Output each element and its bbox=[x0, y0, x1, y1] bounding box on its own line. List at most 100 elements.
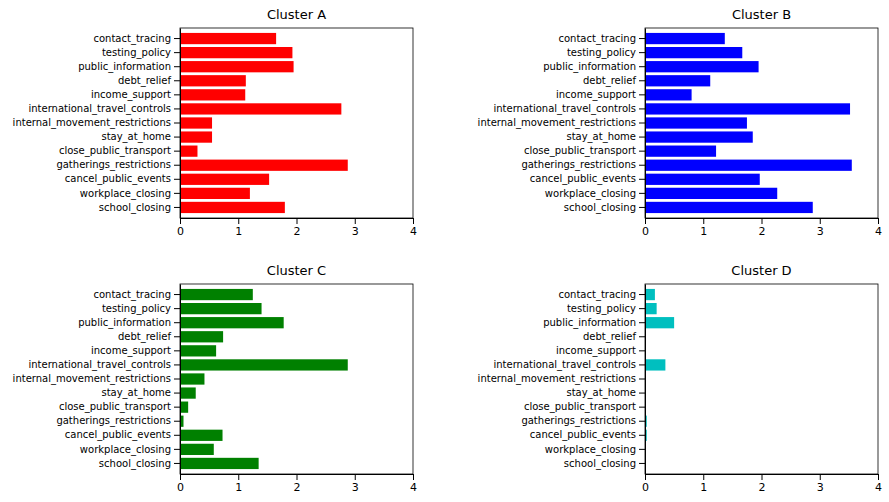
tick-label: cancel_public_events bbox=[65, 429, 171, 441]
tick-mark bbox=[639, 137, 645, 138]
tick-label: gatherings_restrictions bbox=[521, 159, 636, 171]
tick-label: 4 bbox=[875, 481, 882, 494]
tick-label: close_public_transport bbox=[524, 401, 636, 413]
tick-label: internal_movement_restrictions bbox=[478, 117, 636, 129]
tick-mark bbox=[820, 474, 821, 480]
tick: testing_policy bbox=[567, 303, 645, 315]
tick: international_travel_controls bbox=[493, 359, 645, 371]
tick: international_travel_controls bbox=[493, 103, 645, 115]
x-axis: 01234 bbox=[177, 218, 417, 238]
tick: 1 bbox=[700, 474, 707, 494]
tick-mark bbox=[174, 38, 180, 39]
tick-label: 1 bbox=[235, 481, 242, 494]
tick: 3 bbox=[352, 218, 359, 238]
tick-mark bbox=[639, 207, 645, 208]
bar bbox=[645, 146, 716, 157]
y-axis: contact_tracingtesting_policypublic_info… bbox=[13, 29, 181, 219]
tick-label: gatherings_restrictions bbox=[521, 415, 636, 427]
frame bbox=[180, 28, 413, 218]
tick: testing_policy bbox=[102, 47, 180, 59]
tick: 2 bbox=[759, 218, 766, 238]
y-axis: contact_tracingtesting_policypublic_info… bbox=[478, 285, 646, 475]
frame bbox=[645, 28, 878, 218]
axis-line bbox=[180, 285, 181, 475]
tick-mark bbox=[297, 474, 298, 480]
tick: stay_at_home bbox=[101, 131, 180, 143]
tick: close_public_transport bbox=[524, 145, 645, 157]
tick-label: stay_at_home bbox=[566, 387, 636, 399]
panel: 01234contact_tracingtesting_policypublic… bbox=[478, 263, 882, 494]
tick: contact_tracing bbox=[558, 33, 645, 45]
tick: 2 bbox=[759, 474, 766, 494]
tick: contact_tracing bbox=[558, 289, 645, 301]
tick-label: internal_movement_restrictions bbox=[13, 373, 171, 385]
tick: contact_tracing bbox=[93, 289, 180, 301]
tick-label: 2 bbox=[759, 225, 766, 238]
tick-mark bbox=[413, 474, 414, 480]
tick: gatherings_restrictions bbox=[56, 159, 180, 171]
tick-label: public_information bbox=[78, 61, 171, 73]
tick-label: workplace_closing bbox=[80, 188, 171, 200]
tick-label: cancel_public_events bbox=[530, 429, 636, 441]
tick-mark bbox=[174, 393, 180, 394]
tick-mark bbox=[762, 218, 763, 224]
tick: cancel_public_events bbox=[530, 429, 645, 441]
tick: international_travel_controls bbox=[28, 103, 180, 115]
tick-label: school_closing bbox=[564, 458, 636, 470]
bar bbox=[645, 75, 710, 86]
bar bbox=[180, 402, 188, 413]
tick-label: close_public_transport bbox=[524, 145, 636, 157]
tick-label: workplace_closing bbox=[545, 444, 636, 456]
tick-mark bbox=[180, 218, 181, 224]
tick: 3 bbox=[817, 474, 824, 494]
bars bbox=[645, 289, 674, 441]
tick-label: international_travel_controls bbox=[493, 103, 636, 115]
tick: testing_policy bbox=[102, 303, 180, 315]
tick-label: 1 bbox=[235, 225, 242, 238]
tick-mark bbox=[639, 94, 645, 95]
tick: stay_at_home bbox=[566, 131, 645, 143]
bar bbox=[180, 131, 212, 142]
tick-label: school_closing bbox=[99, 458, 171, 470]
tick-label: testing_policy bbox=[567, 303, 636, 315]
bars bbox=[645, 33, 852, 213]
tick: 4 bbox=[410, 218, 417, 238]
tick-mark bbox=[174, 435, 180, 436]
tick-mark bbox=[174, 151, 180, 152]
bar bbox=[180, 188, 250, 199]
tick: income_support bbox=[91, 345, 180, 357]
tick: 3 bbox=[352, 474, 359, 494]
tick: 0 bbox=[642, 474, 649, 494]
bar bbox=[645, 303, 657, 314]
tick-mark bbox=[174, 294, 180, 295]
tick: close_public_transport bbox=[59, 145, 180, 157]
tick-mark bbox=[174, 322, 180, 323]
tick-label: debt_relief bbox=[583, 75, 637, 87]
tick-mark bbox=[639, 52, 645, 53]
tick: internal_movement_restrictions bbox=[478, 373, 645, 385]
tick-label: public_information bbox=[543, 61, 636, 73]
panel: 01234contact_tracingtesting_policypublic… bbox=[478, 7, 882, 238]
tick-label: contact_tracing bbox=[558, 289, 636, 301]
tick-mark bbox=[639, 308, 645, 309]
tick-label: debt_relief bbox=[583, 331, 637, 343]
tick: 0 bbox=[642, 218, 649, 238]
tick: income_support bbox=[91, 89, 180, 101]
tick: internal_movement_restrictions bbox=[13, 373, 180, 385]
tick: workplace_closing bbox=[80, 188, 180, 200]
bar bbox=[645, 160, 852, 171]
tick-label: debt_relief bbox=[118, 75, 172, 87]
panel: 01234contact_tracingtesting_policypublic… bbox=[13, 263, 417, 494]
tick-mark bbox=[174, 137, 180, 138]
bar bbox=[180, 289, 253, 300]
bar bbox=[180, 89, 245, 100]
tick-label: testing_policy bbox=[102, 303, 171, 315]
tick-label: 2 bbox=[294, 481, 301, 494]
tick-mark bbox=[878, 218, 879, 224]
tick-mark bbox=[174, 407, 180, 408]
tick: school_closing bbox=[99, 458, 180, 470]
tick-label: gatherings_restrictions bbox=[56, 159, 171, 171]
tick-label: international_travel_controls bbox=[493, 359, 636, 371]
tick-mark bbox=[174, 421, 180, 422]
bar bbox=[180, 202, 285, 213]
